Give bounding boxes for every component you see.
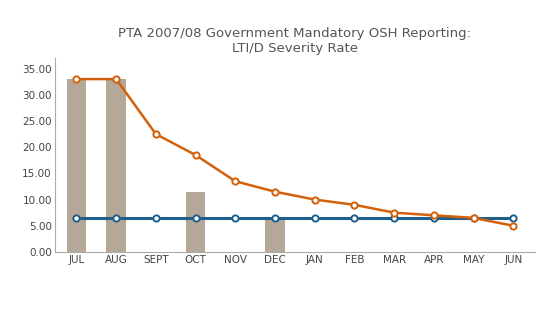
Text: PTA 2007/08 Government Mandatory OSH Reporting:
LTI/D Severity Rate: PTA 2007/08 Government Mandatory OSH Rep… bbox=[118, 27, 471, 56]
Bar bbox=[186, 192, 205, 252]
Bar bbox=[265, 218, 285, 252]
Bar bbox=[67, 79, 86, 252]
Bar bbox=[106, 79, 126, 252]
